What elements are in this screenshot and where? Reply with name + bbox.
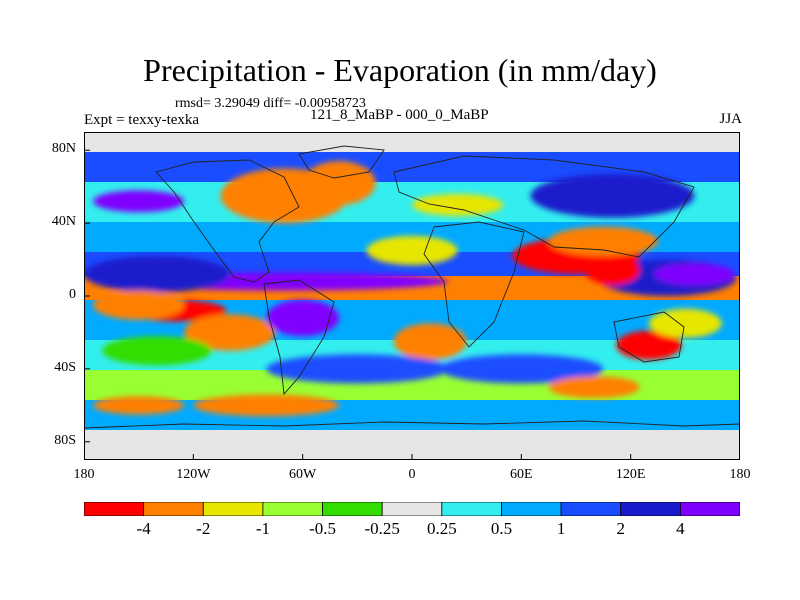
longitude-label: 60W bbox=[289, 467, 317, 482]
field-anomalies bbox=[84, 161, 737, 417]
anomaly-region-20 bbox=[93, 396, 185, 415]
colorbar-box-5 bbox=[381, 502, 443, 516]
anomaly-region-17 bbox=[266, 354, 449, 384]
colorbar-label: -0.5 bbox=[309, 519, 336, 538]
colorbar-label: -2 bbox=[196, 519, 211, 538]
colorbar-box-0 bbox=[84, 502, 145, 516]
experiment-label: Expt = texxy-texka bbox=[84, 112, 200, 128]
anomaly-region-16 bbox=[530, 173, 695, 218]
figure-title: Precipitation - Evaporation (in mm/day) bbox=[143, 52, 657, 88]
longitude-label: 180 bbox=[729, 467, 751, 482]
precipitation-map bbox=[84, 132, 740, 460]
colorbar-box-3 bbox=[262, 502, 323, 516]
colorbar bbox=[84, 502, 740, 516]
colorbar-box-1 bbox=[143, 502, 204, 516]
colorbar-box-8 bbox=[560, 502, 622, 516]
anomaly-region-10 bbox=[548, 226, 658, 256]
anomaly-region-12 bbox=[184, 314, 276, 351]
latitude-label: 80S bbox=[54, 432, 76, 448]
colorbar-label: 4 bbox=[676, 519, 685, 538]
latitude-label: 0 bbox=[69, 287, 76, 302]
anomaly-region-23 bbox=[366, 235, 458, 266]
longitude-label: 120W bbox=[176, 467, 211, 482]
anomaly-region-7 bbox=[302, 161, 376, 205]
colorbar-label: 0.25 bbox=[426, 519, 457, 538]
longitude-label: 0 bbox=[408, 467, 416, 482]
colorbar-label: 1 bbox=[556, 519, 566, 538]
colorbar-box-2 bbox=[202, 502, 264, 516]
colorbar-box-7 bbox=[501, 502, 562, 516]
anomaly-region-18 bbox=[439, 354, 604, 384]
longitude-label: 60E bbox=[510, 467, 533, 482]
anomaly-region-22 bbox=[412, 193, 504, 216]
colorbar-label: -0.25 bbox=[364, 519, 400, 538]
rmsd-stats: rmsd= 3.29049 diff= -0.00958723 bbox=[175, 96, 366, 111]
anomaly-region-24 bbox=[648, 308, 722, 338]
colorbar-box-10 bbox=[679, 502, 740, 516]
colorbar-label: -1 bbox=[255, 519, 270, 538]
season-label: JJA bbox=[719, 111, 742, 127]
anomaly-region-13 bbox=[393, 323, 467, 360]
colorbar-box-9 bbox=[620, 502, 681, 516]
anomaly-region-1 bbox=[84, 255, 230, 293]
anomaly-region-19 bbox=[193, 394, 340, 417]
coastlines bbox=[84, 145, 740, 429]
anomaly-region-5 bbox=[93, 290, 185, 320]
axis-ticks bbox=[84, 149, 740, 460]
anomaly-region-21 bbox=[548, 376, 640, 399]
anomaly-region-15 bbox=[93, 190, 185, 213]
anomaly-region-9 bbox=[585, 255, 640, 286]
colorbar-label: 2 bbox=[616, 519, 625, 538]
colorbar-label: 0.5 bbox=[490, 519, 513, 538]
experiment-difference-label: 121_8_MaBP - 000_0_MaBP bbox=[310, 107, 489, 123]
latitude-label: 80N bbox=[51, 141, 76, 157]
anomaly-region-11 bbox=[616, 330, 682, 360]
colorbar-box-6 bbox=[441, 502, 502, 516]
latitude-label: 40N bbox=[51, 214, 76, 230]
longitude-label: 120E bbox=[615, 467, 646, 482]
anomaly-region-3 bbox=[654, 263, 735, 286]
anomaly-region-14 bbox=[266, 299, 340, 337]
colorbar-box-4 bbox=[322, 502, 383, 516]
colorbar-label: -4 bbox=[136, 519, 151, 538]
longitude-label: 180 bbox=[73, 467, 95, 482]
latitude-label: 40S bbox=[54, 359, 76, 375]
anomaly-region-25 bbox=[102, 336, 212, 366]
